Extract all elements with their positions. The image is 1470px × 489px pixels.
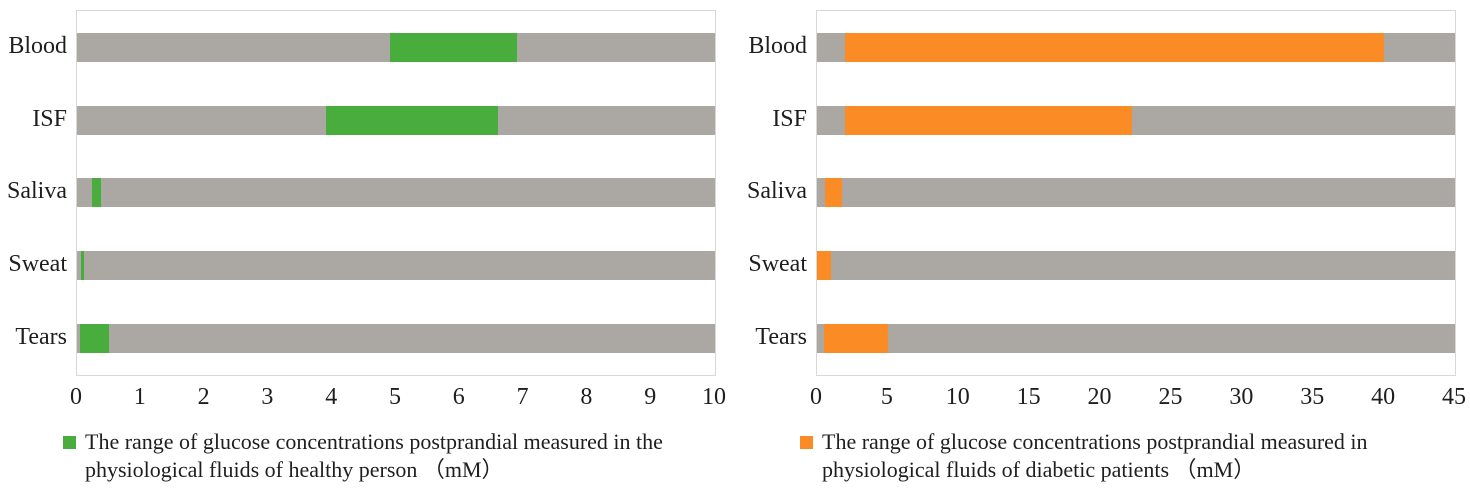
legend: The range of glucose concentrations post… bbox=[800, 428, 1368, 484]
chart-healthy: Blood ISF Saliva Sweat Tears 0 1 2 3 4 5 6 7 8 9 10 Th… bbox=[0, 10, 726, 484]
plot-area bbox=[76, 10, 716, 376]
bar-track bbox=[817, 324, 1455, 354]
plot-area bbox=[816, 10, 1456, 376]
category-label-sweat: Sweat bbox=[748, 251, 807, 278]
x-axis: 0 5 10 15 20 25 30 35 40 45 bbox=[810, 384, 1466, 412]
x-tick-label: 15 bbox=[1016, 384, 1041, 410]
legend-line: physiological fluids of healthy person （… bbox=[85, 457, 504, 482]
bar-row-sweat bbox=[817, 229, 1455, 302]
category-label-tears: Tears bbox=[755, 324, 807, 351]
bar-track bbox=[817, 178, 1455, 208]
legend-line: The range of glucose concentrations post… bbox=[822, 429, 1368, 454]
category-labels: Blood ISF Saliva Sweat Tears bbox=[735, 10, 807, 374]
x-tick-label: 3 bbox=[261, 384, 274, 410]
x-tick-label: 25 bbox=[1158, 384, 1183, 410]
bar-track bbox=[77, 251, 715, 281]
x-tick-label: 20 bbox=[1087, 384, 1112, 410]
x-tick-label: 40 bbox=[1371, 384, 1396, 410]
range-segment bbox=[91, 178, 102, 208]
bar-track bbox=[77, 105, 715, 135]
x-tick-label: 2 bbox=[197, 384, 210, 410]
x-tick-label: 45 bbox=[1442, 384, 1466, 410]
x-tick-label: 0 bbox=[810, 384, 822, 410]
range-segment bbox=[389, 32, 518, 62]
range-segment bbox=[80, 324, 109, 354]
x-tick-label: 4 bbox=[325, 384, 338, 410]
legend-swatch-icon bbox=[800, 436, 813, 449]
category-label-isf: ISF bbox=[32, 105, 67, 132]
bar-row-isf bbox=[77, 84, 715, 157]
category-label-saliva: Saliva bbox=[747, 178, 807, 205]
legend: The range of glucose concentrations post… bbox=[63, 428, 663, 484]
bar-row-isf bbox=[817, 84, 1455, 157]
category-label-blood: Blood bbox=[8, 32, 67, 59]
category-label-isf: ISF bbox=[772, 105, 807, 132]
bar-track bbox=[77, 324, 715, 354]
legend-line: The range of glucose concentrations post… bbox=[85, 429, 663, 454]
bar-track bbox=[77, 178, 715, 208]
bar-row-saliva bbox=[77, 157, 715, 230]
x-axis: 0 1 2 3 4 5 6 7 8 9 10 bbox=[70, 384, 726, 412]
x-tick-label: 0 bbox=[70, 384, 82, 410]
legend-label: The range of glucose concentrations post… bbox=[85, 428, 663, 484]
category-label-tears: Tears bbox=[15, 324, 67, 351]
category-label-blood: Blood bbox=[748, 32, 807, 59]
x-tick-label: 10 bbox=[945, 384, 970, 410]
bar-track bbox=[77, 32, 715, 62]
range-segment bbox=[845, 32, 1385, 62]
bar-track bbox=[817, 251, 1455, 281]
range-segment bbox=[325, 105, 499, 135]
bar-track bbox=[817, 105, 1455, 135]
x-tick-label: 35 bbox=[1300, 384, 1325, 410]
x-tick-label: 9 bbox=[644, 384, 657, 410]
legend-line: physiological fluids of diabetic patient… bbox=[822, 457, 1256, 482]
bar-row-tears bbox=[817, 302, 1455, 375]
legend-swatch-icon bbox=[63, 436, 76, 449]
x-tick-label: 7 bbox=[516, 384, 529, 410]
category-label-sweat: Sweat bbox=[8, 251, 67, 278]
bar-row-saliva bbox=[817, 157, 1455, 230]
x-tick-label: 5 bbox=[880, 384, 893, 410]
bar-row-tears bbox=[77, 302, 715, 375]
bar-row-sweat bbox=[77, 229, 715, 302]
range-segment bbox=[80, 251, 84, 281]
x-tick-label: 6 bbox=[452, 384, 465, 410]
x-tick-label: 5 bbox=[389, 384, 401, 410]
range-segment bbox=[824, 178, 843, 208]
category-labels: Blood ISF Saliva Sweat Tears bbox=[0, 10, 67, 374]
x-tick-label: 1 bbox=[133, 384, 146, 410]
bar-row-blood bbox=[77, 11, 715, 84]
bar-row-blood bbox=[817, 11, 1455, 84]
chart-diabetic: Blood ISF Saliva Sweat Tears 0 5 10 15 20 25 30 35 4… bbox=[735, 0, 1470, 489]
x-tick-label: 10 bbox=[702, 384, 726, 410]
bar-track bbox=[817, 32, 1455, 62]
x-tick-label: 8 bbox=[580, 384, 593, 410]
category-label-saliva: Saliva bbox=[7, 178, 67, 205]
range-segment bbox=[845, 105, 1132, 135]
x-tick-label: 30 bbox=[1229, 384, 1254, 410]
legend-label: The range of glucose concentrations post… bbox=[822, 428, 1368, 484]
range-segment bbox=[817, 251, 832, 281]
range-segment bbox=[824, 324, 888, 354]
